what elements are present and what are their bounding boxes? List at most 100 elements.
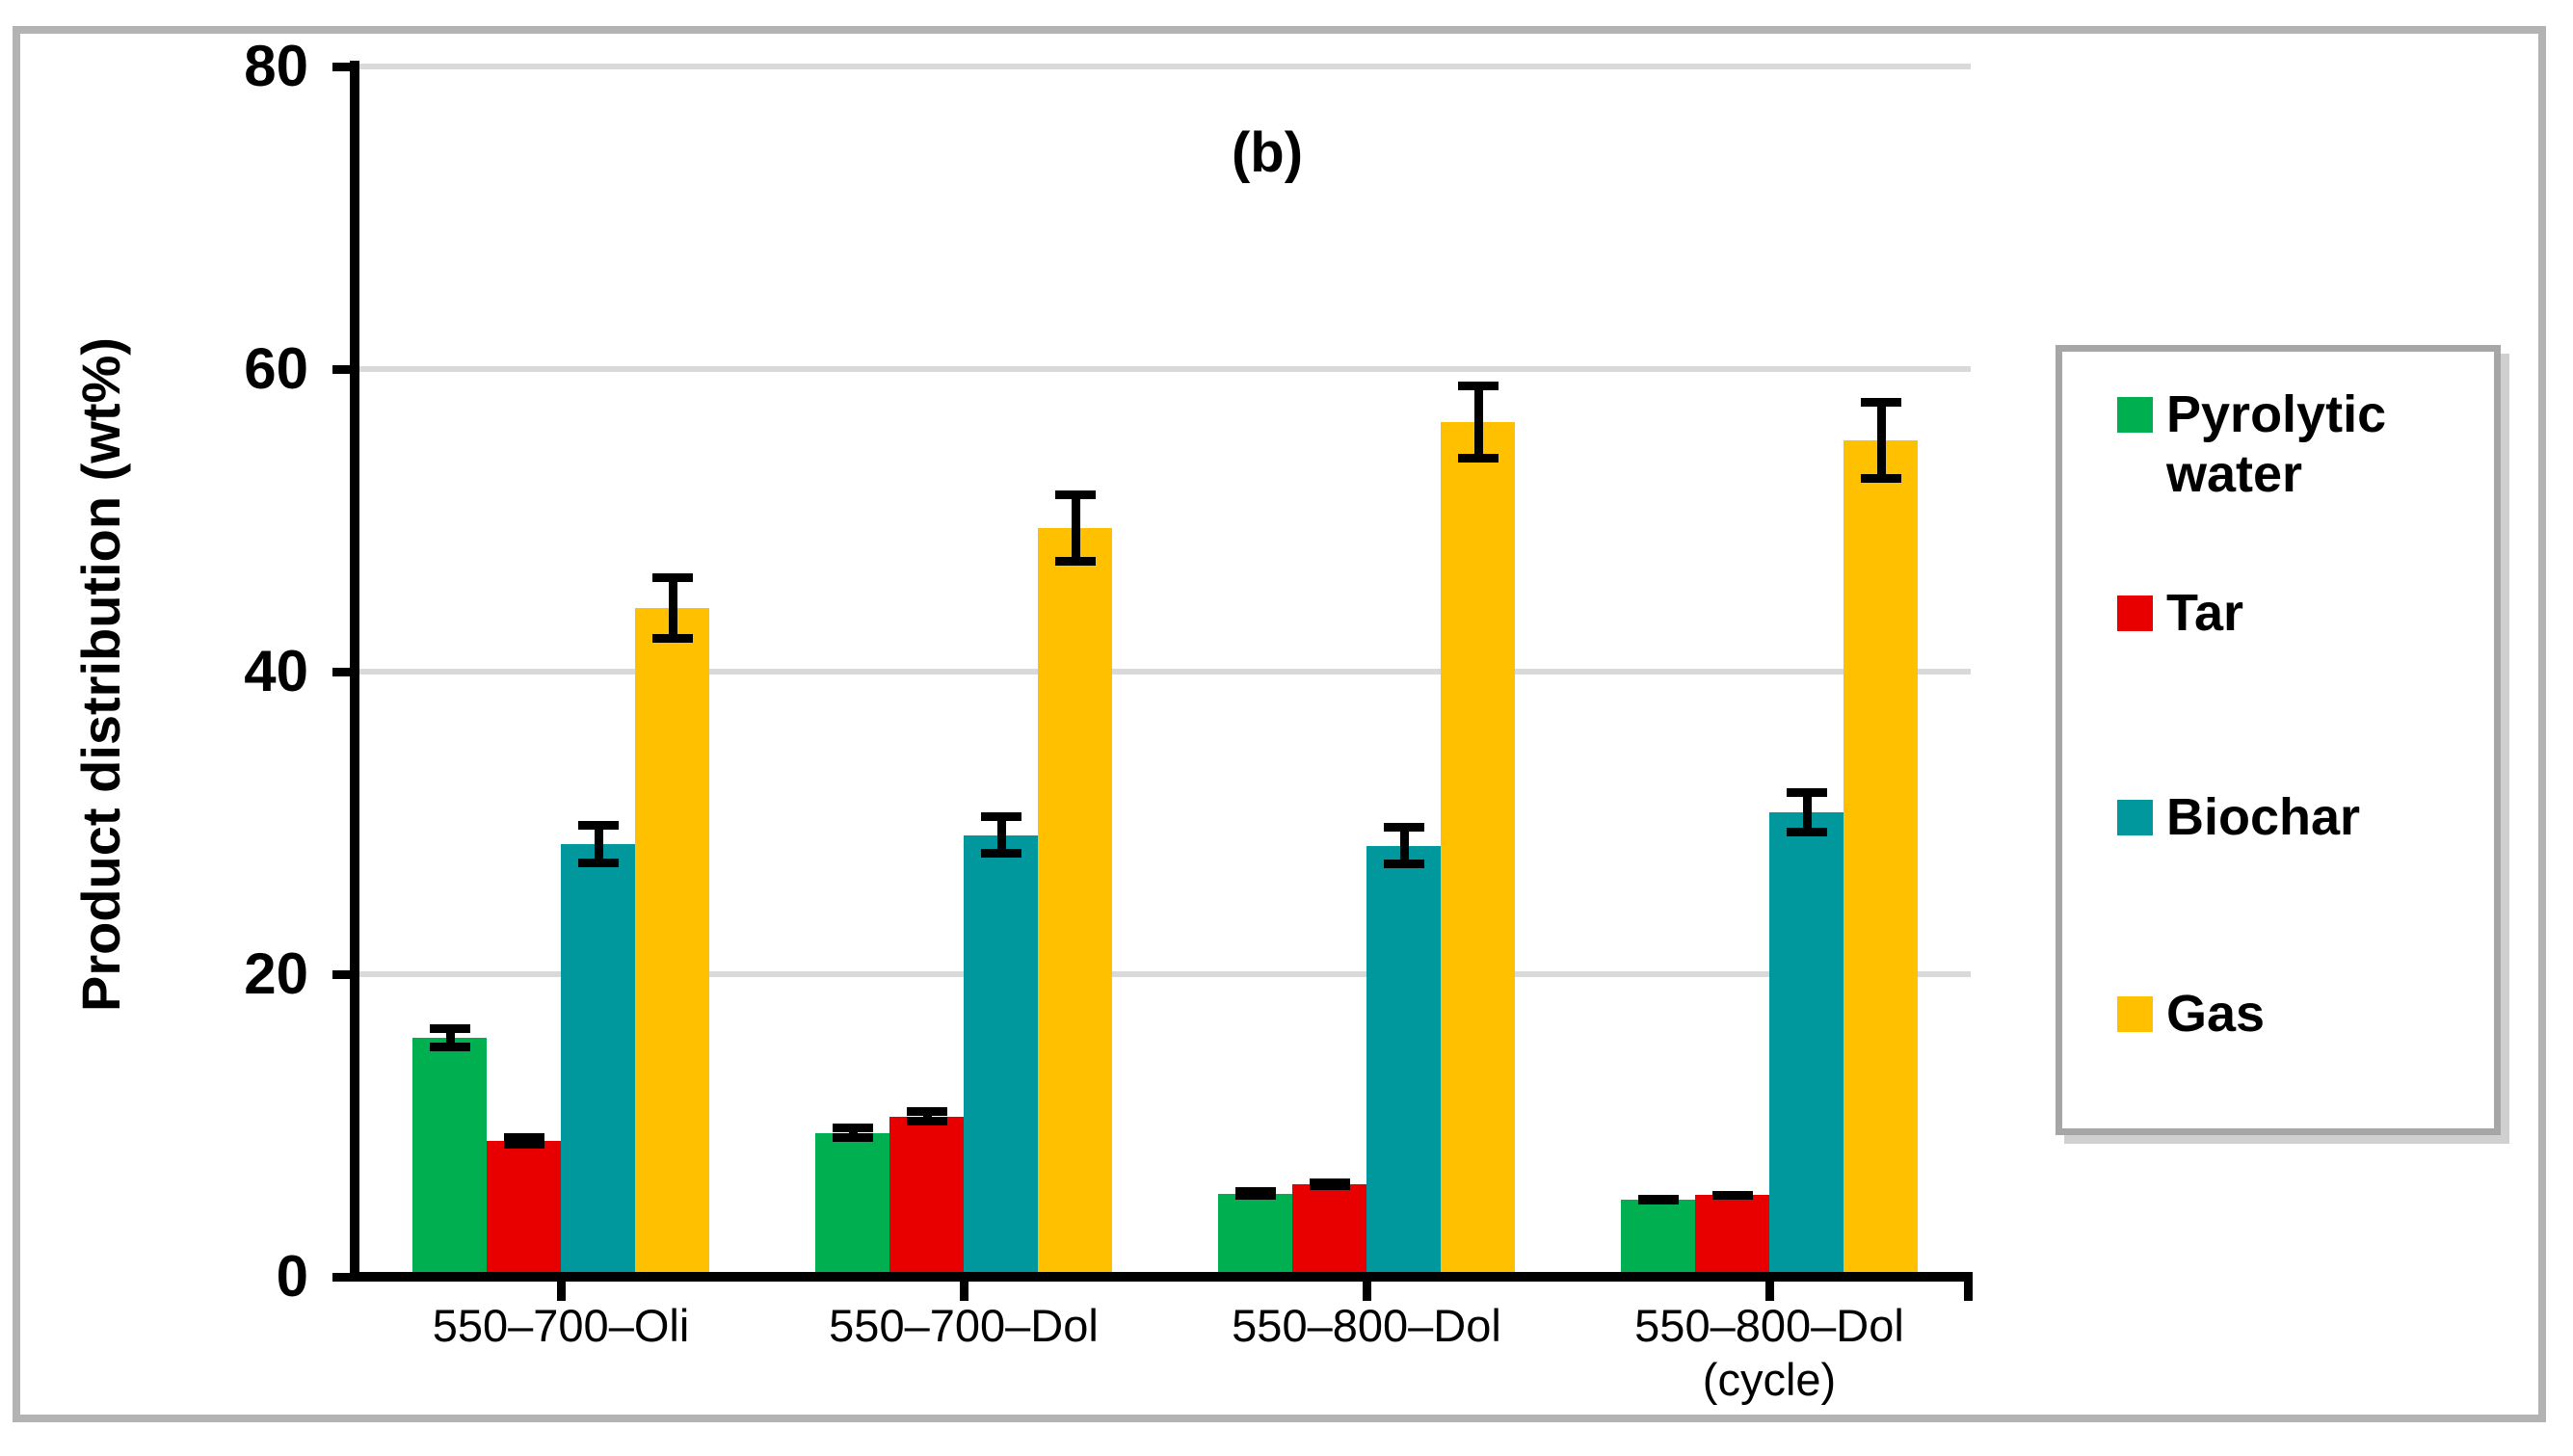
error-bar-stem xyxy=(1399,823,1409,869)
error-bar-stem xyxy=(848,1124,858,1143)
error-bar-cap-top xyxy=(980,812,1021,821)
x-category-label-line1: 550–700–Oli xyxy=(432,1300,690,1351)
y-axis-tick xyxy=(332,970,358,979)
error-bar xyxy=(1292,1178,1366,1191)
error-bar-cap-bottom xyxy=(1457,454,1499,463)
error-bar-stem xyxy=(1876,397,1886,483)
error-bar-stem xyxy=(996,812,1006,859)
x-category-label-line1: 550–700–Dol xyxy=(829,1300,1099,1351)
x-axis-tick xyxy=(960,1282,968,1301)
error-bar-stem xyxy=(922,1107,932,1125)
error-bar-stem xyxy=(1473,381,1483,463)
x-axis-line xyxy=(350,1272,1973,1282)
error-bar xyxy=(889,1107,964,1125)
error-bar-stem xyxy=(594,821,603,867)
gridline-y-20 xyxy=(359,971,1971,977)
error-bar-cap-bottom xyxy=(980,849,1021,859)
bar-tar xyxy=(1292,1184,1366,1277)
x-category-label-line1: 550–800–Dol xyxy=(1232,1300,1501,1351)
bar-group xyxy=(1165,66,1568,1277)
error-bar-cap-top xyxy=(832,1124,873,1133)
error-bar xyxy=(1366,823,1441,869)
bar-group xyxy=(762,66,1165,1277)
legend-label: Biochar xyxy=(2166,788,2361,846)
error-bar-cap-bottom xyxy=(577,858,619,867)
legend-swatch-icon xyxy=(2117,800,2153,835)
error-bar xyxy=(1769,787,1844,837)
error-bar-cap-bottom xyxy=(1637,1195,1679,1205)
bar-biochar xyxy=(1366,845,1441,1277)
error-bar-cap-bottom xyxy=(1786,828,1827,837)
gridline-y-40 xyxy=(359,669,1971,675)
error-bar xyxy=(1038,490,1112,567)
bar-tar xyxy=(889,1116,964,1277)
y-tick-label: 80 xyxy=(244,34,308,98)
plot-area xyxy=(359,64,1971,1277)
bar-biochar xyxy=(1769,812,1844,1277)
error-bar-cap-bottom xyxy=(1383,860,1424,869)
panel-title: (b) xyxy=(1231,121,1304,184)
error-bar xyxy=(1844,397,1918,483)
legend-swatch-icon xyxy=(2117,397,2153,433)
y-axis-tick xyxy=(332,365,358,374)
x-axis-end-tick xyxy=(1964,1282,1973,1301)
bar-group xyxy=(359,66,762,1277)
error-bar-cap-top xyxy=(1860,397,1901,407)
error-bar-stem xyxy=(445,1023,455,1052)
bar-pyrolytic-water xyxy=(1621,1199,1695,1277)
bar-gas xyxy=(1441,421,1515,1277)
legend-box: Pyrolytic water Tar Biochar Gas xyxy=(2056,345,2501,1135)
error-bar-cap-top xyxy=(577,821,619,831)
error-bar xyxy=(815,1124,889,1143)
x-category-label-line1: 550–800–Dol xyxy=(1634,1300,1904,1351)
error-bar-cap-bottom xyxy=(1711,1190,1753,1200)
error-bar xyxy=(964,812,1038,859)
legend-swatch-icon xyxy=(2117,996,2153,1032)
gridline-y-60 xyxy=(359,366,1971,372)
bar-tar xyxy=(487,1140,561,1277)
error-bar-stem xyxy=(1071,490,1080,567)
bar-gas xyxy=(1038,527,1112,1277)
x-axis-tick xyxy=(1363,1282,1371,1301)
y-axis-tick xyxy=(332,1273,358,1282)
y-axis-title: Product distribution (wt%) xyxy=(70,337,131,1012)
y-tick-label: 20 xyxy=(244,941,308,1006)
bar-biochar xyxy=(561,843,635,1277)
bar-biochar xyxy=(964,834,1038,1277)
legend-label: Tar xyxy=(2166,584,2244,642)
error-bar-cap-bottom xyxy=(503,1139,544,1149)
x-category-label: 550–700–Oli xyxy=(359,1299,762,1353)
error-bar-cap-top xyxy=(503,1132,544,1142)
error-bar xyxy=(1441,381,1515,463)
x-axis-tick xyxy=(1765,1282,1774,1301)
error-bar xyxy=(412,1023,487,1052)
y-tick-label: 60 xyxy=(244,336,308,401)
error-bar xyxy=(1695,1190,1769,1200)
error-bar-cap-bottom xyxy=(651,634,693,644)
bar-pyrolytic-water xyxy=(1218,1193,1292,1277)
x-category-label: 550–700–Dol xyxy=(762,1299,1165,1353)
legend-label: Pyrolytic water xyxy=(2166,385,2387,503)
y-tick-label: 40 xyxy=(244,639,308,703)
error-bar-cap-top xyxy=(1786,787,1827,797)
bar-gas xyxy=(635,608,709,1277)
error-bar-cap-top xyxy=(1383,823,1424,832)
bar-pyrolytic-water xyxy=(412,1037,487,1277)
bar-pyrolytic-water xyxy=(815,1132,889,1277)
y-axis-tick xyxy=(332,63,358,71)
error-bar-cap-top xyxy=(651,572,693,582)
bar-gas xyxy=(1844,439,1918,1277)
y-axis-tick xyxy=(332,668,358,676)
x-category-label: 550–800–Dol xyxy=(1165,1299,1568,1353)
error-bar-cap-top xyxy=(429,1023,470,1033)
error-bar-cap-bottom xyxy=(1234,1190,1276,1200)
legend-label: Gas xyxy=(2166,985,2266,1043)
error-bar xyxy=(1621,1195,1695,1205)
bar-tar xyxy=(1695,1195,1769,1277)
error-bar-cap-top xyxy=(906,1107,947,1117)
x-category-label: 550–800–Dol (cycle) xyxy=(1568,1299,1971,1407)
error-bar xyxy=(561,821,635,867)
error-bar-stem xyxy=(1802,787,1812,837)
x-axis-tick xyxy=(557,1282,566,1301)
